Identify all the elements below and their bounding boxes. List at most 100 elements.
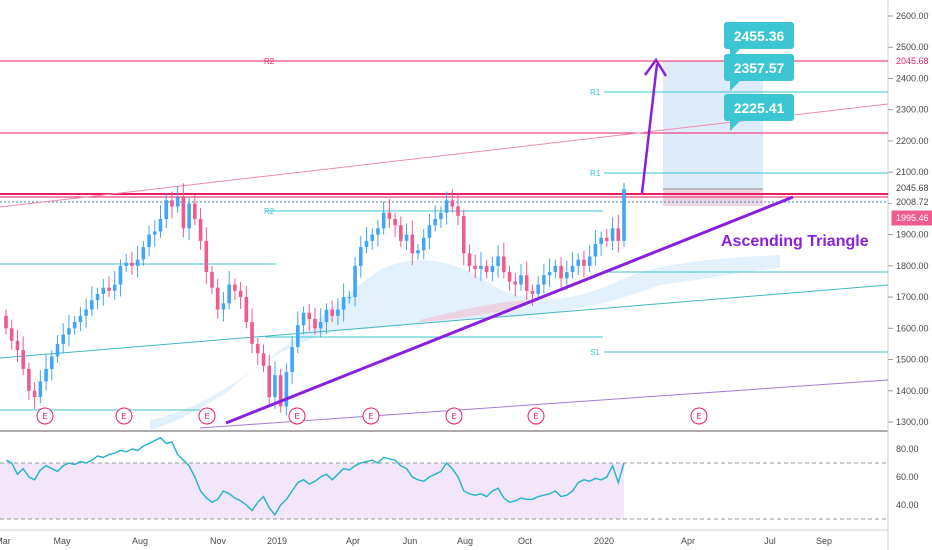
price-flag-value: 2008.72	[896, 197, 929, 207]
candle	[547, 272, 552, 276]
target-badge	[724, 54, 794, 81]
candle	[238, 290, 243, 298]
y-tick-label: 2600.00	[896, 11, 929, 21]
candle	[141, 247, 146, 260]
candle	[78, 315, 83, 323]
x-axis-label: Apr	[346, 536, 360, 546]
candle	[605, 237, 609, 241]
candle	[324, 309, 329, 323]
earnings-marker	[198, 407, 216, 425]
candle	[250, 322, 254, 344]
y-tick-label: 1800.00	[896, 261, 929, 271]
ascending-support-line	[225, 195, 794, 425]
price-flag	[891, 53, 932, 69]
rsi-band	[0, 463, 624, 519]
earnings-marker-label: E	[368, 412, 373, 421]
candle	[244, 297, 249, 323]
candle	[484, 265, 489, 273]
candle	[4, 315, 8, 329]
rsi-tick-label: 80.00	[896, 444, 919, 454]
earnings-marker-label: E	[294, 412, 299, 421]
earnings-marker	[527, 407, 545, 425]
candle	[181, 197, 186, 229]
candle	[542, 275, 546, 285]
candle	[593, 243, 598, 257]
target-badge-value: 2357.57	[734, 60, 785, 76]
candle	[450, 200, 455, 207]
price-flag	[891, 194, 932, 210]
candle	[536, 284, 540, 294]
x-axis-label: May	[53, 536, 71, 546]
x-axis-label: Jul	[764, 536, 776, 546]
candle	[570, 265, 575, 273]
candle	[622, 189, 626, 241]
candle	[519, 275, 523, 285]
candle	[576, 259, 581, 266]
pivot-label: R1	[590, 88, 601, 97]
target-badge	[724, 94, 794, 121]
candle	[95, 293, 100, 301]
target-badge-value: 2225.41	[734, 100, 785, 116]
candle	[473, 265, 478, 269]
candle	[330, 309, 334, 316]
x-axis-label: Oct	[518, 536, 533, 546]
candle	[261, 353, 266, 366]
y-tick-label: 2400.00	[896, 73, 929, 83]
candle	[376, 228, 380, 235]
candle	[27, 368, 31, 391]
candle	[112, 284, 117, 291]
target-badge-value: 2455.36	[734, 28, 785, 44]
candle	[393, 219, 397, 226]
candle	[21, 350, 25, 369]
candle	[559, 265, 563, 279]
x-axis-label: Nov	[210, 536, 227, 546]
candle	[599, 237, 603, 244]
candle	[164, 200, 169, 219]
candle	[255, 343, 260, 354]
candle	[364, 240, 369, 248]
candle	[427, 225, 432, 238]
candle	[72, 322, 77, 329]
candle	[524, 275, 529, 291]
middle-channel-line	[0, 284, 889, 359]
earnings-marker	[690, 407, 708, 425]
candle	[210, 272, 214, 288]
candle	[170, 200, 174, 207]
earnings-marker-label: E	[451, 412, 456, 421]
candle	[610, 228, 615, 241]
candle	[9, 328, 14, 341]
candle	[158, 219, 163, 232]
candle	[267, 365, 272, 398]
pivot-label: R2	[264, 57, 275, 66]
y-tick-label: 1900.00	[896, 230, 929, 240]
candle	[273, 375, 277, 398]
candle	[353, 265, 357, 298]
candle	[227, 284, 231, 304]
x-axis-label: 2019	[267, 536, 287, 546]
y-tick-label: 1400.00	[896, 386, 929, 396]
earnings-marker	[445, 407, 463, 425]
pattern-label: Ascending Triangle	[721, 233, 869, 250]
pivot-label: R1	[590, 169, 601, 178]
cloud-area-red	[420, 300, 540, 322]
breakout-arrow-shaft	[640, 63, 659, 194]
target-badge	[724, 22, 794, 49]
candle	[215, 287, 220, 310]
candle	[67, 328, 71, 335]
candle	[44, 368, 48, 382]
earnings-marker	[36, 407, 54, 425]
candle	[135, 259, 140, 266]
pivot-label: R2	[264, 207, 275, 216]
candle	[410, 234, 415, 254]
candle	[347, 297, 352, 299]
earnings-marker	[288, 407, 306, 425]
candle	[433, 219, 437, 226]
candle	[358, 247, 363, 266]
candle	[496, 256, 500, 266]
breakout-arrowhead	[643, 57, 668, 77]
upper-channel-line	[0, 103, 889, 208]
candle	[582, 259, 586, 266]
candle	[341, 297, 346, 310]
candle	[84, 309, 88, 316]
